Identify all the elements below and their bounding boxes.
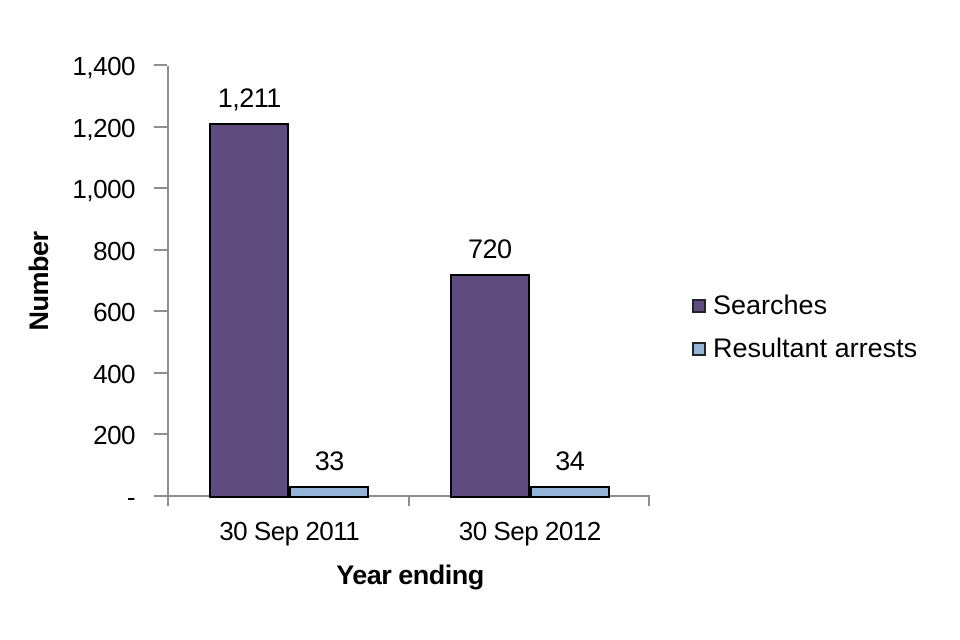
- x-tick-mark: [648, 495, 650, 506]
- y-tick-label: 400: [93, 358, 135, 389]
- legend-label: Searches: [713, 290, 828, 320]
- x-category-label: 30 Sep 2011: [219, 516, 360, 546]
- y-tick-mark: [154, 433, 167, 436]
- y-tick-mark: [154, 310, 167, 313]
- y-tick-mark: [154, 187, 167, 190]
- bar-searches: [449, 274, 530, 498]
- legend-item-resultant-arrests: Resultant arrests: [692, 333, 917, 364]
- x-category-label: 30 Sep 2012: [458, 516, 601, 546]
- y-tick-mark: [154, 371, 167, 374]
- x-axis-title: Year ending: [336, 560, 484, 590]
- y-tick-label: 600: [93, 297, 135, 328]
- value-label-searches: 1,211: [217, 83, 282, 113]
- y-tick-mark: [154, 125, 167, 128]
- y-tick-label: 800: [93, 235, 135, 266]
- legend-swatch-resultant-arrests: [692, 341, 706, 356]
- legend-swatch-searches: [692, 298, 706, 313]
- y-tick-mark: [154, 64, 167, 66]
- x-tick-mark: [407, 495, 410, 506]
- y-tick-label: -: [126, 482, 136, 512]
- y-tick-label: 1,400: [72, 51, 135, 81]
- y-tick-label: 1,000: [72, 174, 135, 205]
- y-tick-mark: [154, 495, 167, 497]
- bar-searches: [209, 123, 290, 498]
- legend: Searches Resultant arrests: [692, 290, 917, 376]
- legend-item-searches: Searches: [692, 290, 917, 321]
- y-tick-label: 200: [93, 420, 135, 451]
- bar-resultant-arrests: [289, 486, 370, 498]
- value-label-resultant-arrests: 34: [555, 446, 585, 476]
- value-label-searches: 720: [467, 234, 512, 264]
- y-tick-label: 1,200: [72, 112, 135, 143]
- legend-label: Resultant arrests: [713, 333, 918, 363]
- y-axis-line: [167, 66, 169, 506]
- bar-resultant-arrests: [529, 486, 610, 498]
- y-tick-mark: [154, 248, 167, 251]
- value-label-resultant-arrests: 33: [314, 446, 345, 476]
